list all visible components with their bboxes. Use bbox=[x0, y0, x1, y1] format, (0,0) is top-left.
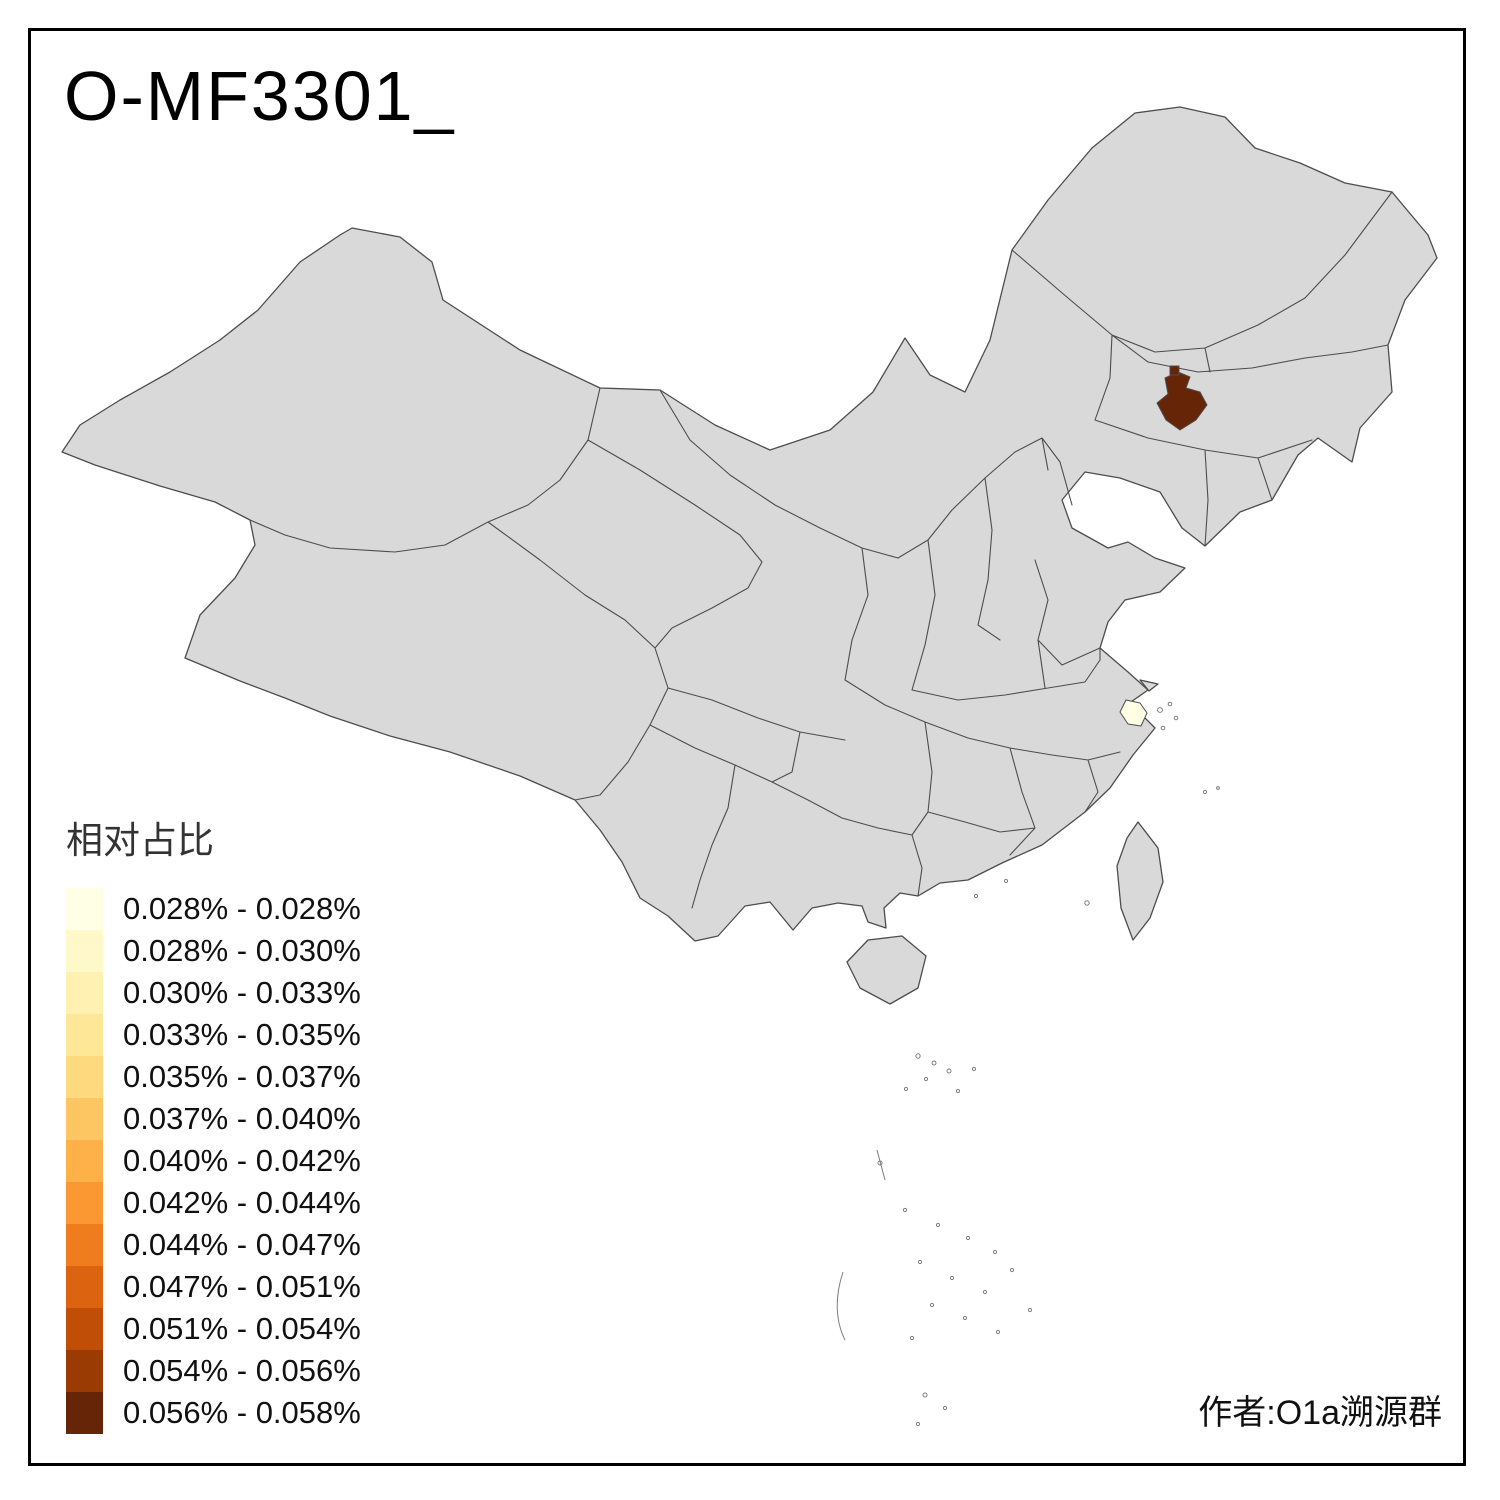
legend-item: 0.040% - 0.042% bbox=[66, 1140, 361, 1182]
legend-label: 0.051% - 0.054% bbox=[123, 1311, 361, 1346]
page-title: O-MF3301_ bbox=[64, 57, 456, 135]
legend-swatch bbox=[66, 1056, 103, 1098]
legend-swatch bbox=[66, 930, 103, 972]
coastal-islands bbox=[973, 701, 1220, 906]
legend-label: 0.030% - 0.033% bbox=[123, 975, 361, 1010]
legend-label: 0.056% - 0.058% bbox=[123, 1395, 361, 1430]
legend-item: 0.051% - 0.054% bbox=[66, 1308, 361, 1350]
legend-item: 0.037% - 0.040% bbox=[66, 1098, 361, 1140]
legend-swatch bbox=[66, 1182, 103, 1224]
legend-item: 0.056% - 0.058% bbox=[66, 1392, 361, 1434]
legend-label: 0.028% - 0.030% bbox=[123, 933, 361, 968]
legend-swatch bbox=[66, 1140, 103, 1182]
legend-label: 0.040% - 0.042% bbox=[123, 1143, 361, 1178]
legend-item: 0.042% - 0.044% bbox=[66, 1182, 361, 1224]
province-borders bbox=[249, 191, 1393, 909]
highlighted-region-northeast bbox=[1156, 365, 1208, 431]
chongming-island bbox=[1139, 679, 1159, 692]
legend-swatch bbox=[66, 888, 103, 930]
legend-item: 0.047% - 0.051% bbox=[66, 1266, 361, 1308]
legend-item: 0.028% - 0.030% bbox=[66, 930, 361, 972]
legend-label: 0.047% - 0.051% bbox=[123, 1269, 361, 1304]
author-credit: 作者:O1a溯源群 bbox=[1198, 1394, 1442, 1432]
legend-label: 0.054% - 0.056% bbox=[123, 1353, 361, 1388]
legend: 相对占比 0.028% - 0.028% 0.028% - 0.030% 0.0… bbox=[66, 810, 361, 1434]
highlighted-region-northeast-fragment bbox=[1169, 365, 1180, 376]
legend-label: 0.028% - 0.028% bbox=[123, 891, 361, 926]
legend-label: 0.037% - 0.040% bbox=[123, 1101, 361, 1136]
legend-item: 0.033% - 0.035% bbox=[66, 1014, 361, 1056]
legend-item: 0.028% - 0.028% bbox=[66, 888, 361, 930]
hainan-island bbox=[846, 935, 927, 1005]
legend-label: 0.035% - 0.037% bbox=[123, 1059, 361, 1094]
legend-swatch bbox=[66, 1266, 103, 1308]
legend-item: 0.054% - 0.056% bbox=[66, 1350, 361, 1392]
legend-swatch bbox=[66, 1308, 103, 1350]
legend-swatch bbox=[66, 972, 103, 1014]
south-china-sea-islands bbox=[836, 1053, 1033, 1427]
legend-item: 0.044% - 0.047% bbox=[66, 1224, 361, 1266]
legend-label: 0.044% - 0.047% bbox=[123, 1227, 361, 1262]
legend-swatch bbox=[66, 1014, 103, 1056]
highlighted-region-northeast-shape bbox=[1156, 371, 1208, 431]
legend-swatch bbox=[66, 1392, 103, 1434]
legend-item: 0.030% - 0.033% bbox=[66, 972, 361, 1014]
legend-label: 0.033% - 0.035% bbox=[123, 1017, 361, 1052]
legend-title: 相对占比 bbox=[66, 820, 214, 861]
legend-swatch bbox=[66, 1224, 103, 1266]
highlighted-region-east-coast bbox=[1119, 699, 1148, 727]
taiwan-island bbox=[1116, 821, 1164, 941]
legend-swatch bbox=[66, 1350, 103, 1392]
legend-label: 0.042% - 0.044% bbox=[123, 1185, 361, 1220]
legend-item: 0.035% - 0.037% bbox=[66, 1056, 361, 1098]
legend-swatch bbox=[66, 1098, 103, 1140]
china-mainland bbox=[61, 106, 1438, 942]
